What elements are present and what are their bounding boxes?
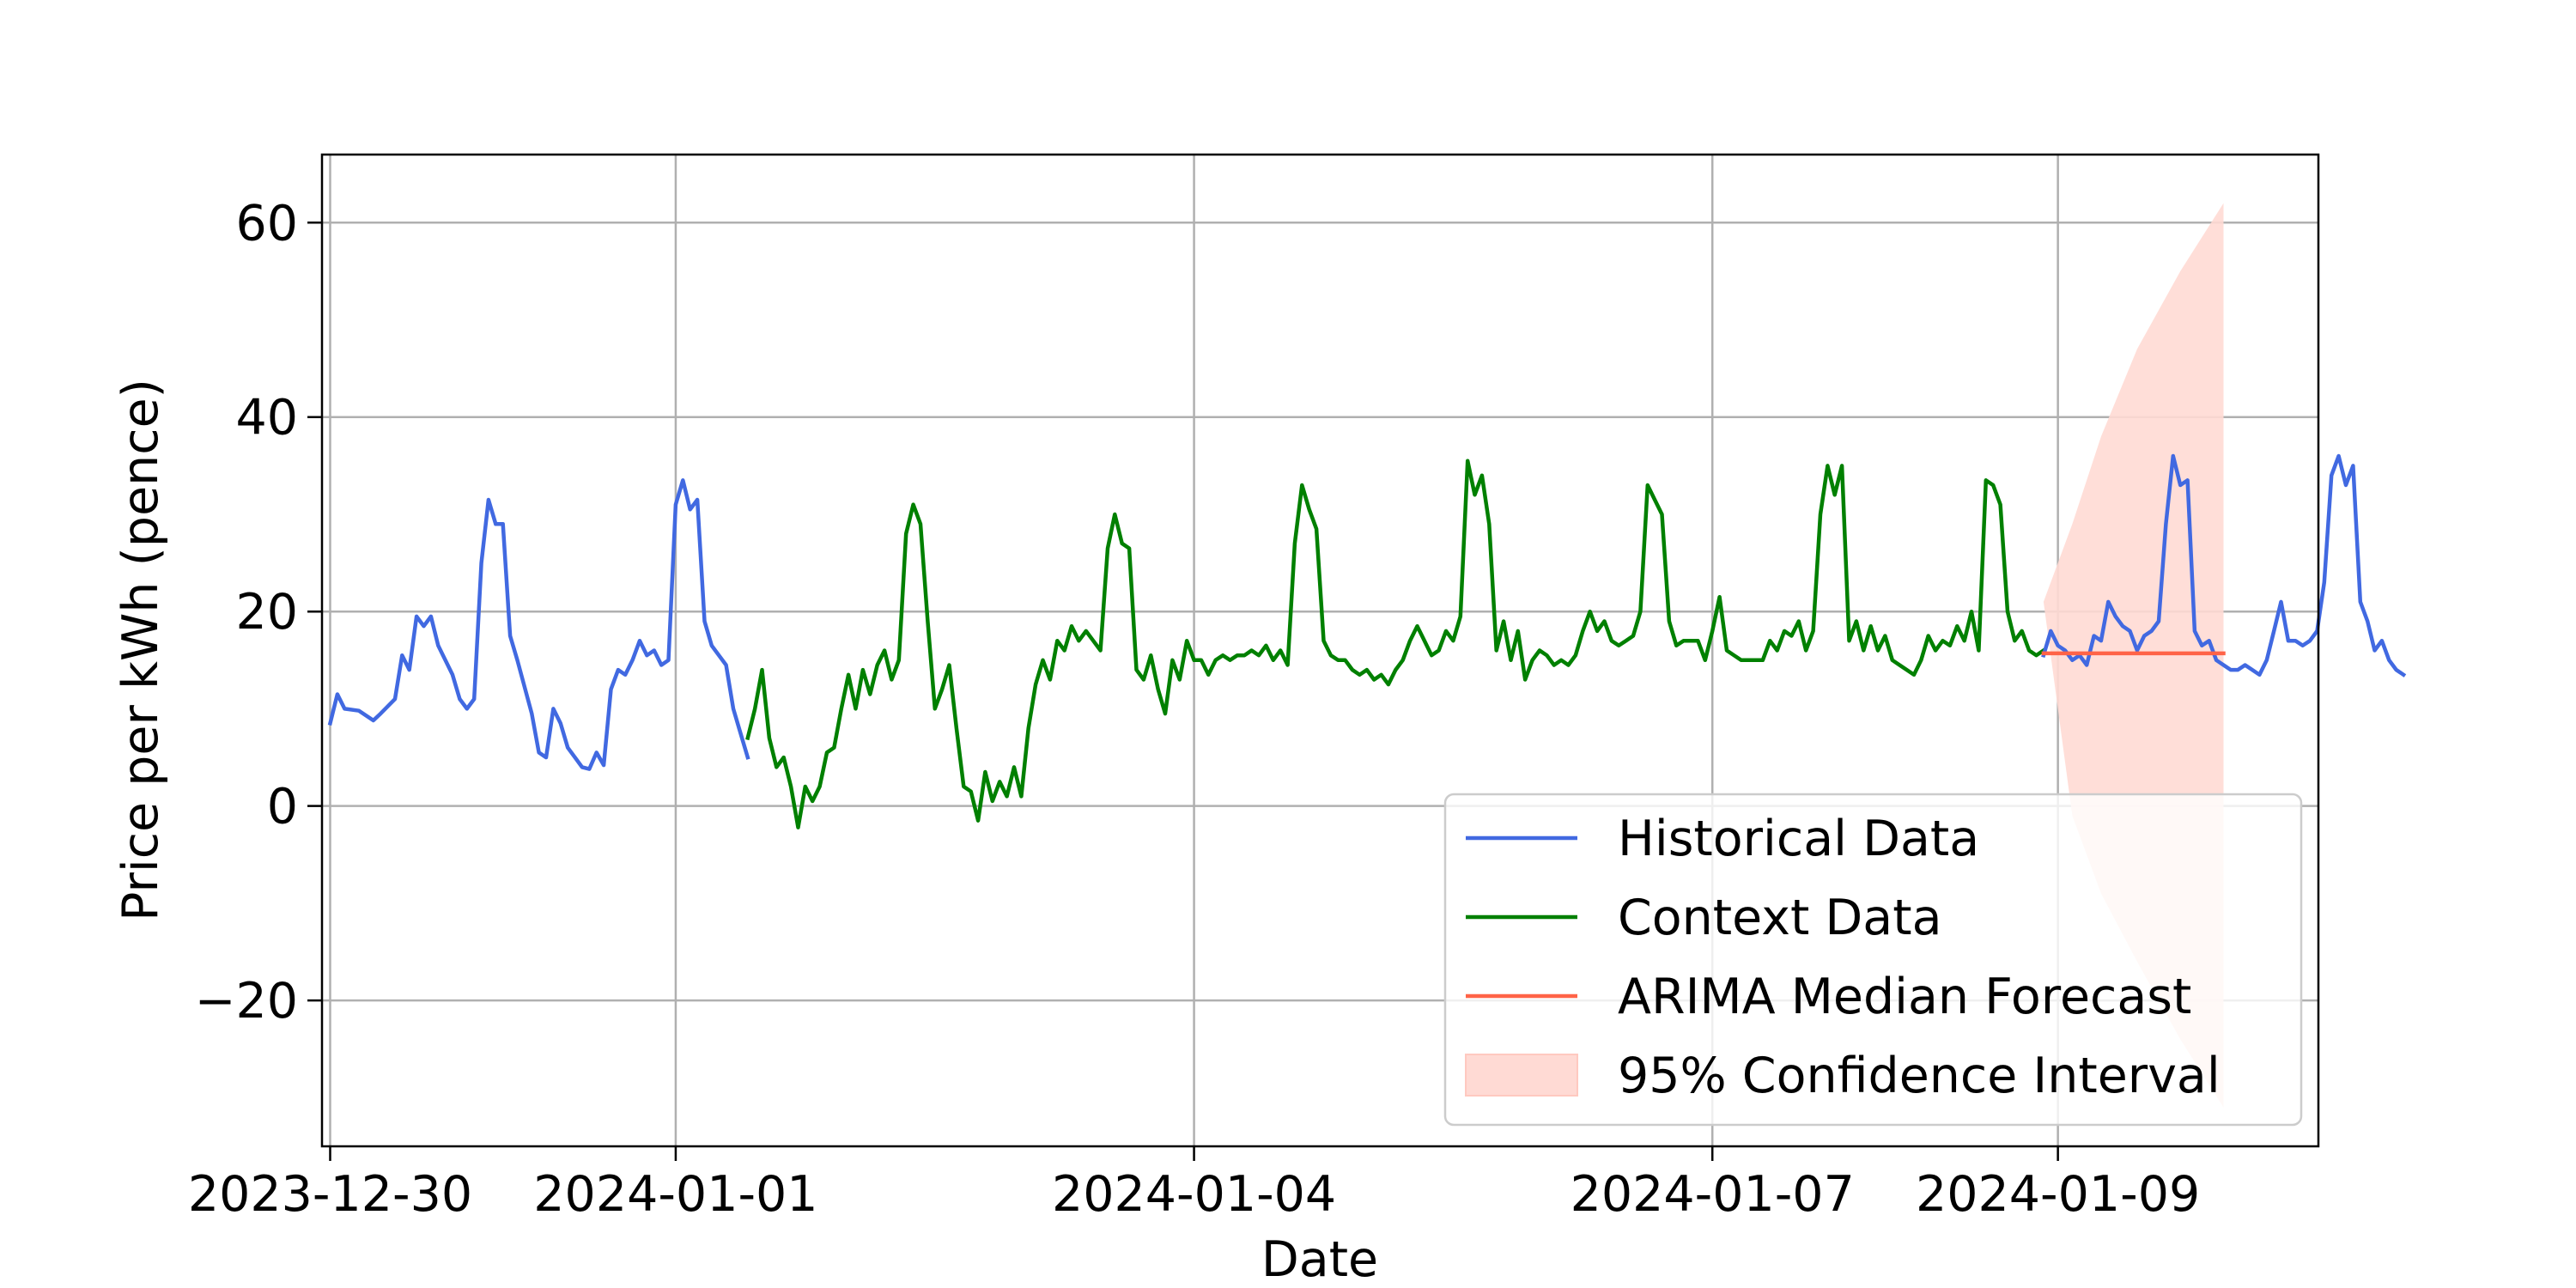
legend-label-historical-data: Historical Data xyxy=(1618,811,1979,867)
series-layer xyxy=(327,453,2407,829)
y-tick-label: 20 xyxy=(235,584,298,641)
x-tick-label: 2024-01-04 xyxy=(1052,1166,1336,1223)
y-tick-label: 40 xyxy=(235,390,298,447)
plot-frame xyxy=(320,153,2320,1148)
legend-label-arima-median-forecast: ARIMA Median Forecast xyxy=(1618,969,2191,1025)
y-tick-label: −20 xyxy=(195,973,298,1030)
x-tick-label: 2024-01-09 xyxy=(1916,1166,2200,1223)
legend-label-95-confidence-interval: 95% Confidence Interval xyxy=(1618,1048,2221,1104)
series-line-historical-data xyxy=(327,478,750,771)
legend-frame xyxy=(1443,793,2303,1127)
x-tick-label: 2024-01-01 xyxy=(533,1166,817,1223)
series-line-historical-data-after-context xyxy=(2041,453,2407,677)
series-line-context-data xyxy=(745,459,2047,829)
legend: Historical Data Context Data ARIMA Median … xyxy=(1443,793,2303,1127)
x-tick-label: 2024-01-07 xyxy=(1571,1166,1855,1223)
y-axis-label: Price per kWh (pence) xyxy=(112,379,169,921)
legend-swatch-95-confidence-interval xyxy=(1465,1054,1578,1097)
y-tick-label: 60 xyxy=(235,195,298,252)
axis-ticks: 2023-12-30 2024-01-01 2024-01-04 2024-01-07… xyxy=(188,195,2200,1223)
legend-label-context-data: Context Data xyxy=(1618,890,1942,946)
y-tick-label: 0 xyxy=(267,779,298,835)
x-tick-label: 2023-12-30 xyxy=(188,1166,472,1223)
x-axis-label: Date xyxy=(1261,1231,1378,1288)
